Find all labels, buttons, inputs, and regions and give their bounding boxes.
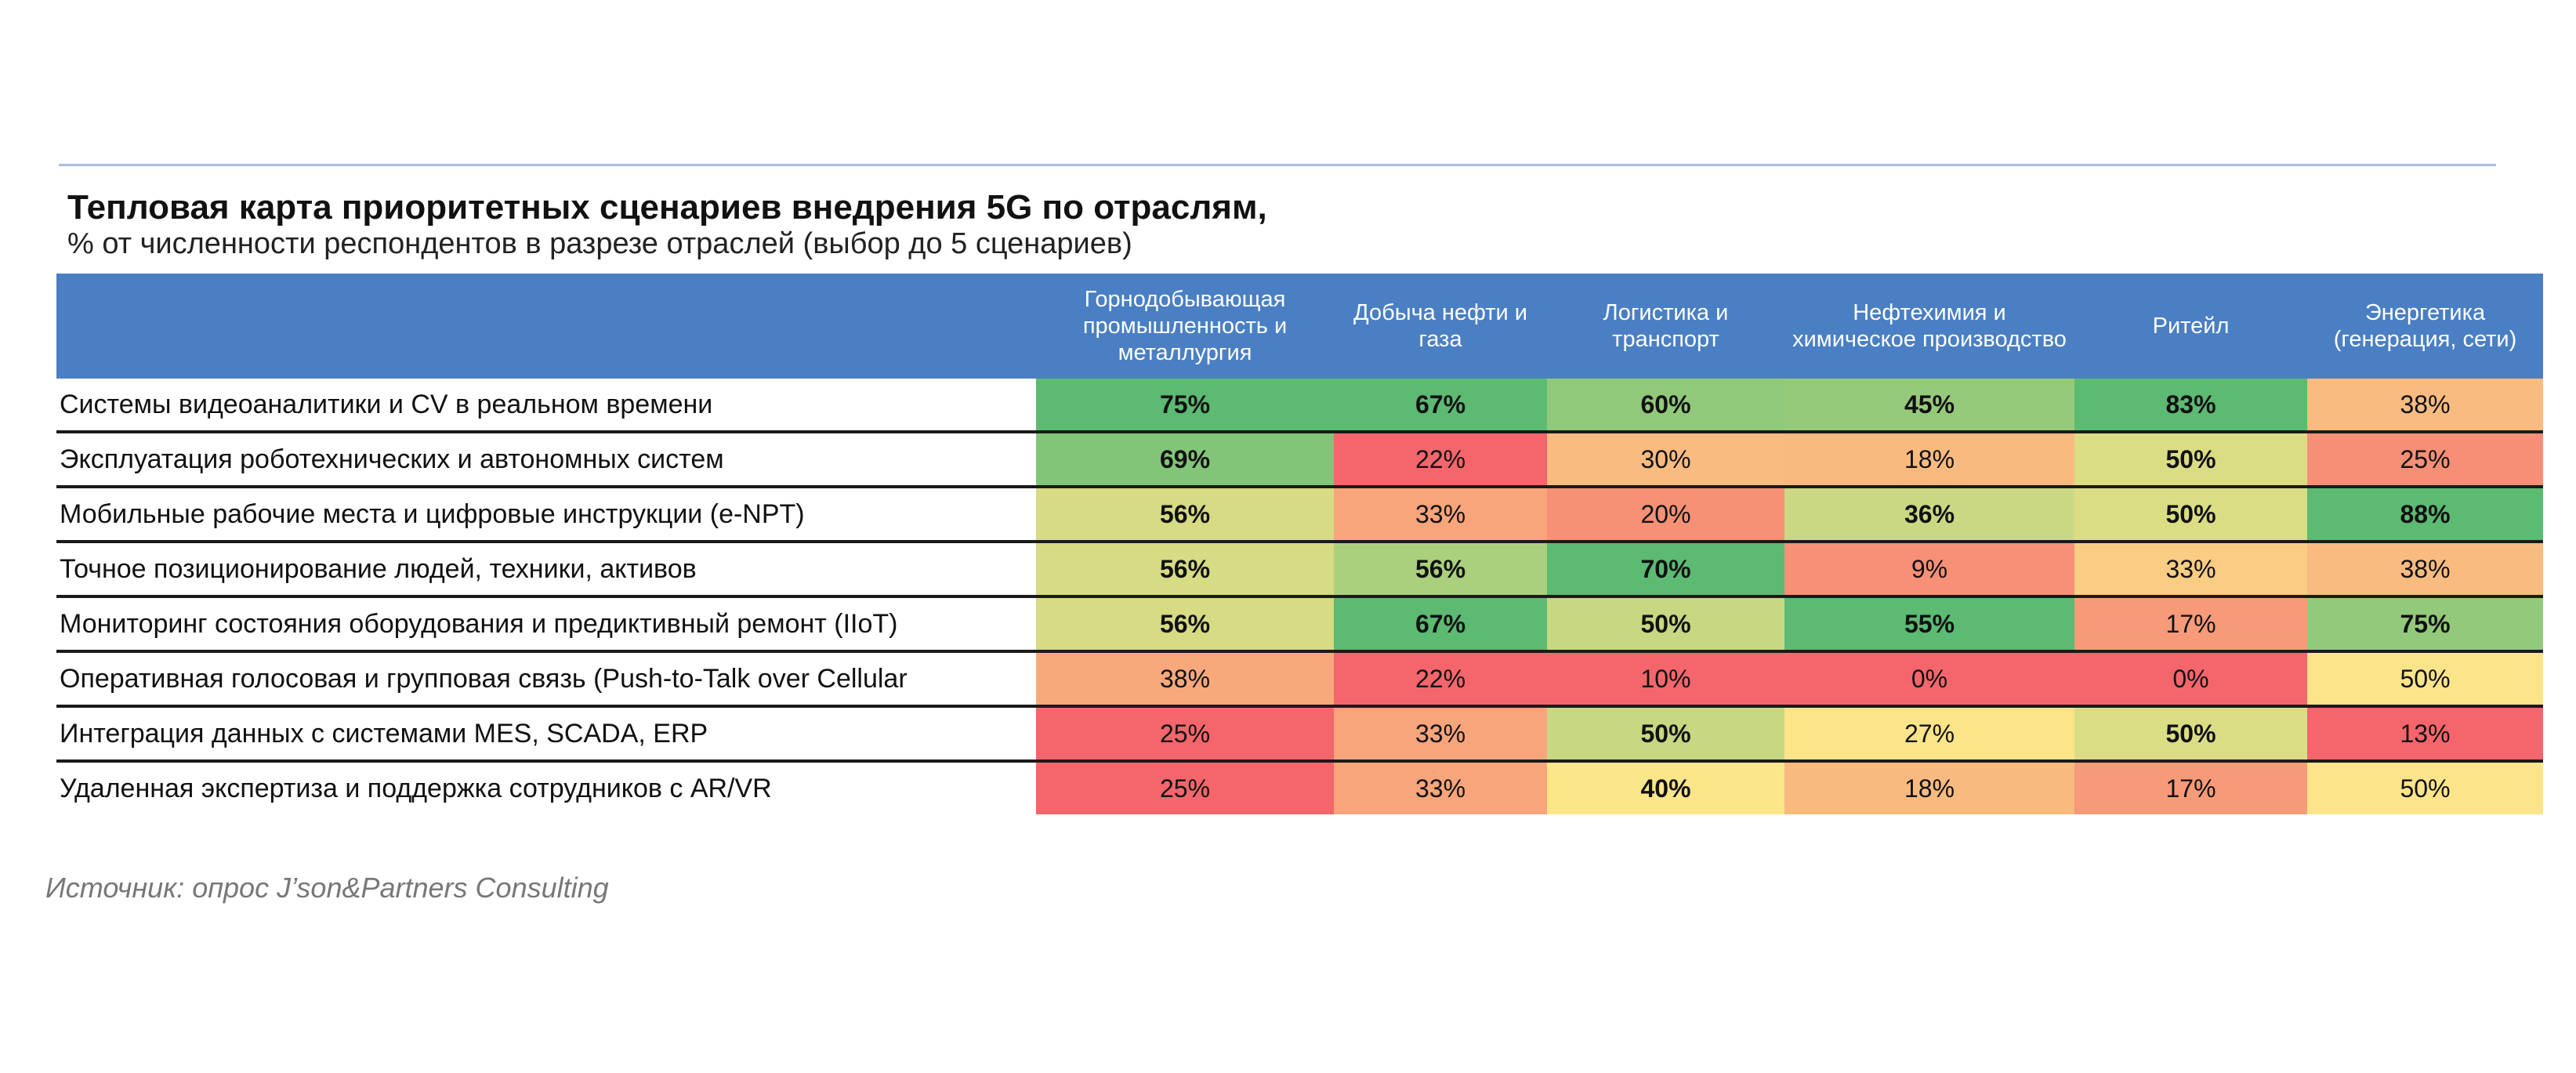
heatmap-cell: 20%	[1547, 487, 1784, 543]
heatmap-cell: 56%	[1036, 542, 1334, 598]
row-label: Мобильные рабочие места и цифровые инстр…	[56, 487, 1036, 543]
row-label: Эксплуатация роботехнических и автономны…	[56, 432, 1036, 488]
heatmap-cell: 50%	[2074, 487, 2307, 543]
source-note: Источник: опрос J’son&Partners Consultin…	[45, 872, 609, 904]
heatmap-cell: 56%	[1334, 542, 1547, 598]
row-label: Точное позиционирование людей, техники, …	[56, 542, 1036, 598]
heatmap-cell: 13%	[2307, 706, 2543, 763]
heatmap-cell: 27%	[1784, 706, 2074, 763]
heatmap-body: Системы видеоаналитики и CV в реальном в…	[56, 379, 2543, 814]
table-row: Мобильные рабочие места и цифровые инстр…	[56, 487, 2543, 543]
heatmap-cell: 10%	[1547, 651, 1784, 708]
heatmap-cell: 38%	[1036, 651, 1334, 708]
row-label: Оперативная голосовая и групповая связь …	[56, 651, 1036, 708]
heatmap-cell: 75%	[2307, 596, 2543, 653]
heatmap-cell: 25%	[1036, 706, 1334, 763]
heatmap-cell: 33%	[1334, 706, 1547, 763]
heatmap-cell: 25%	[2307, 432, 2543, 488]
row-label: Интеграция данных с системами MES, SCADA…	[56, 706, 1036, 763]
heatmap-cell: 45%	[1784, 379, 2074, 433]
row-label: Мониторинг состояния оборудования и пред…	[56, 596, 1036, 653]
heatmap-cell: 33%	[1334, 761, 1547, 814]
heatmap-cell: 22%	[1334, 651, 1547, 708]
row-label: Удаленная экспертиза и поддержка сотрудн…	[56, 761, 1036, 814]
table-row: Мониторинг состояния оборудования и пред…	[56, 596, 2543, 653]
heatmap-table-container: Горнодобывающая промышленность и металлу…	[56, 274, 2543, 814]
column-header: Нефтехимия и химическое производство	[1784, 274, 2074, 379]
column-header: Ритейл	[2074, 274, 2307, 379]
heatmap-cell: 50%	[1547, 596, 1784, 653]
heatmap-cell: 50%	[2307, 651, 2543, 708]
heatmap-cell: 67%	[1334, 379, 1547, 433]
heatmap-cell: 17%	[2074, 761, 2307, 814]
heatmap-cell: 60%	[1547, 379, 1784, 433]
row-label: Системы видеоаналитики и CV в реальном в…	[56, 379, 1036, 433]
heatmap-cell: 50%	[2074, 432, 2307, 488]
heatmap-cell: 22%	[1334, 432, 1547, 488]
heatmap-cell: 18%	[1784, 432, 2074, 488]
heatmap-cell: 0%	[2074, 651, 2307, 708]
column-header: Логистика и транспорт	[1547, 274, 1784, 379]
table-row: Интеграция данных с системами MES, SCADA…	[56, 706, 2543, 763]
heatmap-cell: 18%	[1784, 761, 2074, 814]
heatmap-cell: 33%	[1334, 487, 1547, 543]
heatmap-cell: 56%	[1036, 487, 1334, 543]
heatmap-cell: 36%	[1784, 487, 2074, 543]
table-row: Точное позиционирование людей, техники, …	[56, 542, 2543, 598]
heatmap-cell: 67%	[1334, 596, 1547, 653]
heatmap-cell: 0%	[1784, 651, 2074, 708]
chart-subtitle: % от численности респондентов в разрезе …	[67, 227, 1132, 260]
chart-title: Тепловая карта приоритетных сценариев вн…	[67, 188, 1267, 227]
header-corner	[56, 274, 1036, 379]
heatmap-cell: 50%	[1547, 706, 1784, 763]
heatmap-cell: 50%	[2307, 761, 2543, 814]
header-row: Горнодобывающая промышленность и металлу…	[56, 274, 2543, 379]
top-divider	[59, 164, 2496, 166]
table-row: Эксплуатация роботехнических и автономны…	[56, 432, 2543, 488]
heatmap-cell: 38%	[2307, 542, 2543, 598]
heatmap-cell: 83%	[2074, 379, 2307, 433]
heatmap-cell: 70%	[1547, 542, 1784, 598]
heatmap-cell: 30%	[1547, 432, 1784, 488]
heatmap-cell: 40%	[1547, 761, 1784, 814]
heatmap-cell: 25%	[1036, 761, 1334, 814]
heatmap-cell: 88%	[2307, 487, 2543, 543]
column-header: Энергетика (генерация, сети)	[2307, 274, 2543, 379]
table-row: Удаленная экспертиза и поддержка сотрудн…	[56, 761, 2543, 814]
table-row: Оперативная голосовая и групповая связь …	[56, 651, 2543, 708]
heatmap-table: Горнодобывающая промышленность и металлу…	[56, 274, 2543, 814]
heatmap-cell: 75%	[1036, 379, 1334, 433]
heatmap-cell: 69%	[1036, 432, 1334, 488]
heatmap-cell: 9%	[1784, 542, 2074, 598]
column-header: Добыча нефти и газа	[1334, 274, 1547, 379]
heatmap-cell: 33%	[2074, 542, 2307, 598]
heatmap-cell: 17%	[2074, 596, 2307, 653]
heatmap-cell: 56%	[1036, 596, 1334, 653]
heatmap-cell: 38%	[2307, 379, 2543, 433]
column-header: Горнодобывающая промышленность и металлу…	[1036, 274, 1334, 379]
heatmap-cell: 55%	[1784, 596, 2074, 653]
table-row: Системы видеоаналитики и CV в реальном в…	[56, 379, 2543, 433]
heatmap-cell: 50%	[2074, 706, 2307, 763]
